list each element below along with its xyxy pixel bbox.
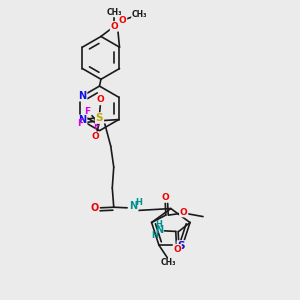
Text: O: O — [119, 16, 127, 25]
Text: S: S — [96, 113, 103, 123]
Text: O: O — [111, 22, 118, 31]
Text: H: H — [156, 220, 163, 230]
Text: F: F — [85, 107, 91, 116]
Text: O: O — [97, 95, 104, 104]
Text: N: N — [155, 225, 163, 235]
Text: H: H — [152, 231, 158, 240]
Text: O: O — [90, 203, 99, 213]
Text: N: N — [79, 91, 87, 101]
Text: O: O — [92, 132, 100, 141]
Text: S: S — [177, 241, 185, 251]
Text: N: N — [79, 116, 87, 125]
Text: O: O — [173, 245, 181, 254]
Text: O: O — [180, 208, 188, 217]
Text: F: F — [77, 119, 83, 128]
Text: O: O — [162, 193, 170, 202]
Text: CH₃: CH₃ — [160, 258, 176, 267]
Text: H: H — [135, 198, 142, 207]
Text: N: N — [130, 201, 138, 211]
Text: F: F — [93, 122, 99, 131]
Text: CH₃: CH₃ — [107, 8, 122, 16]
Text: CH₃: CH₃ — [132, 10, 147, 19]
